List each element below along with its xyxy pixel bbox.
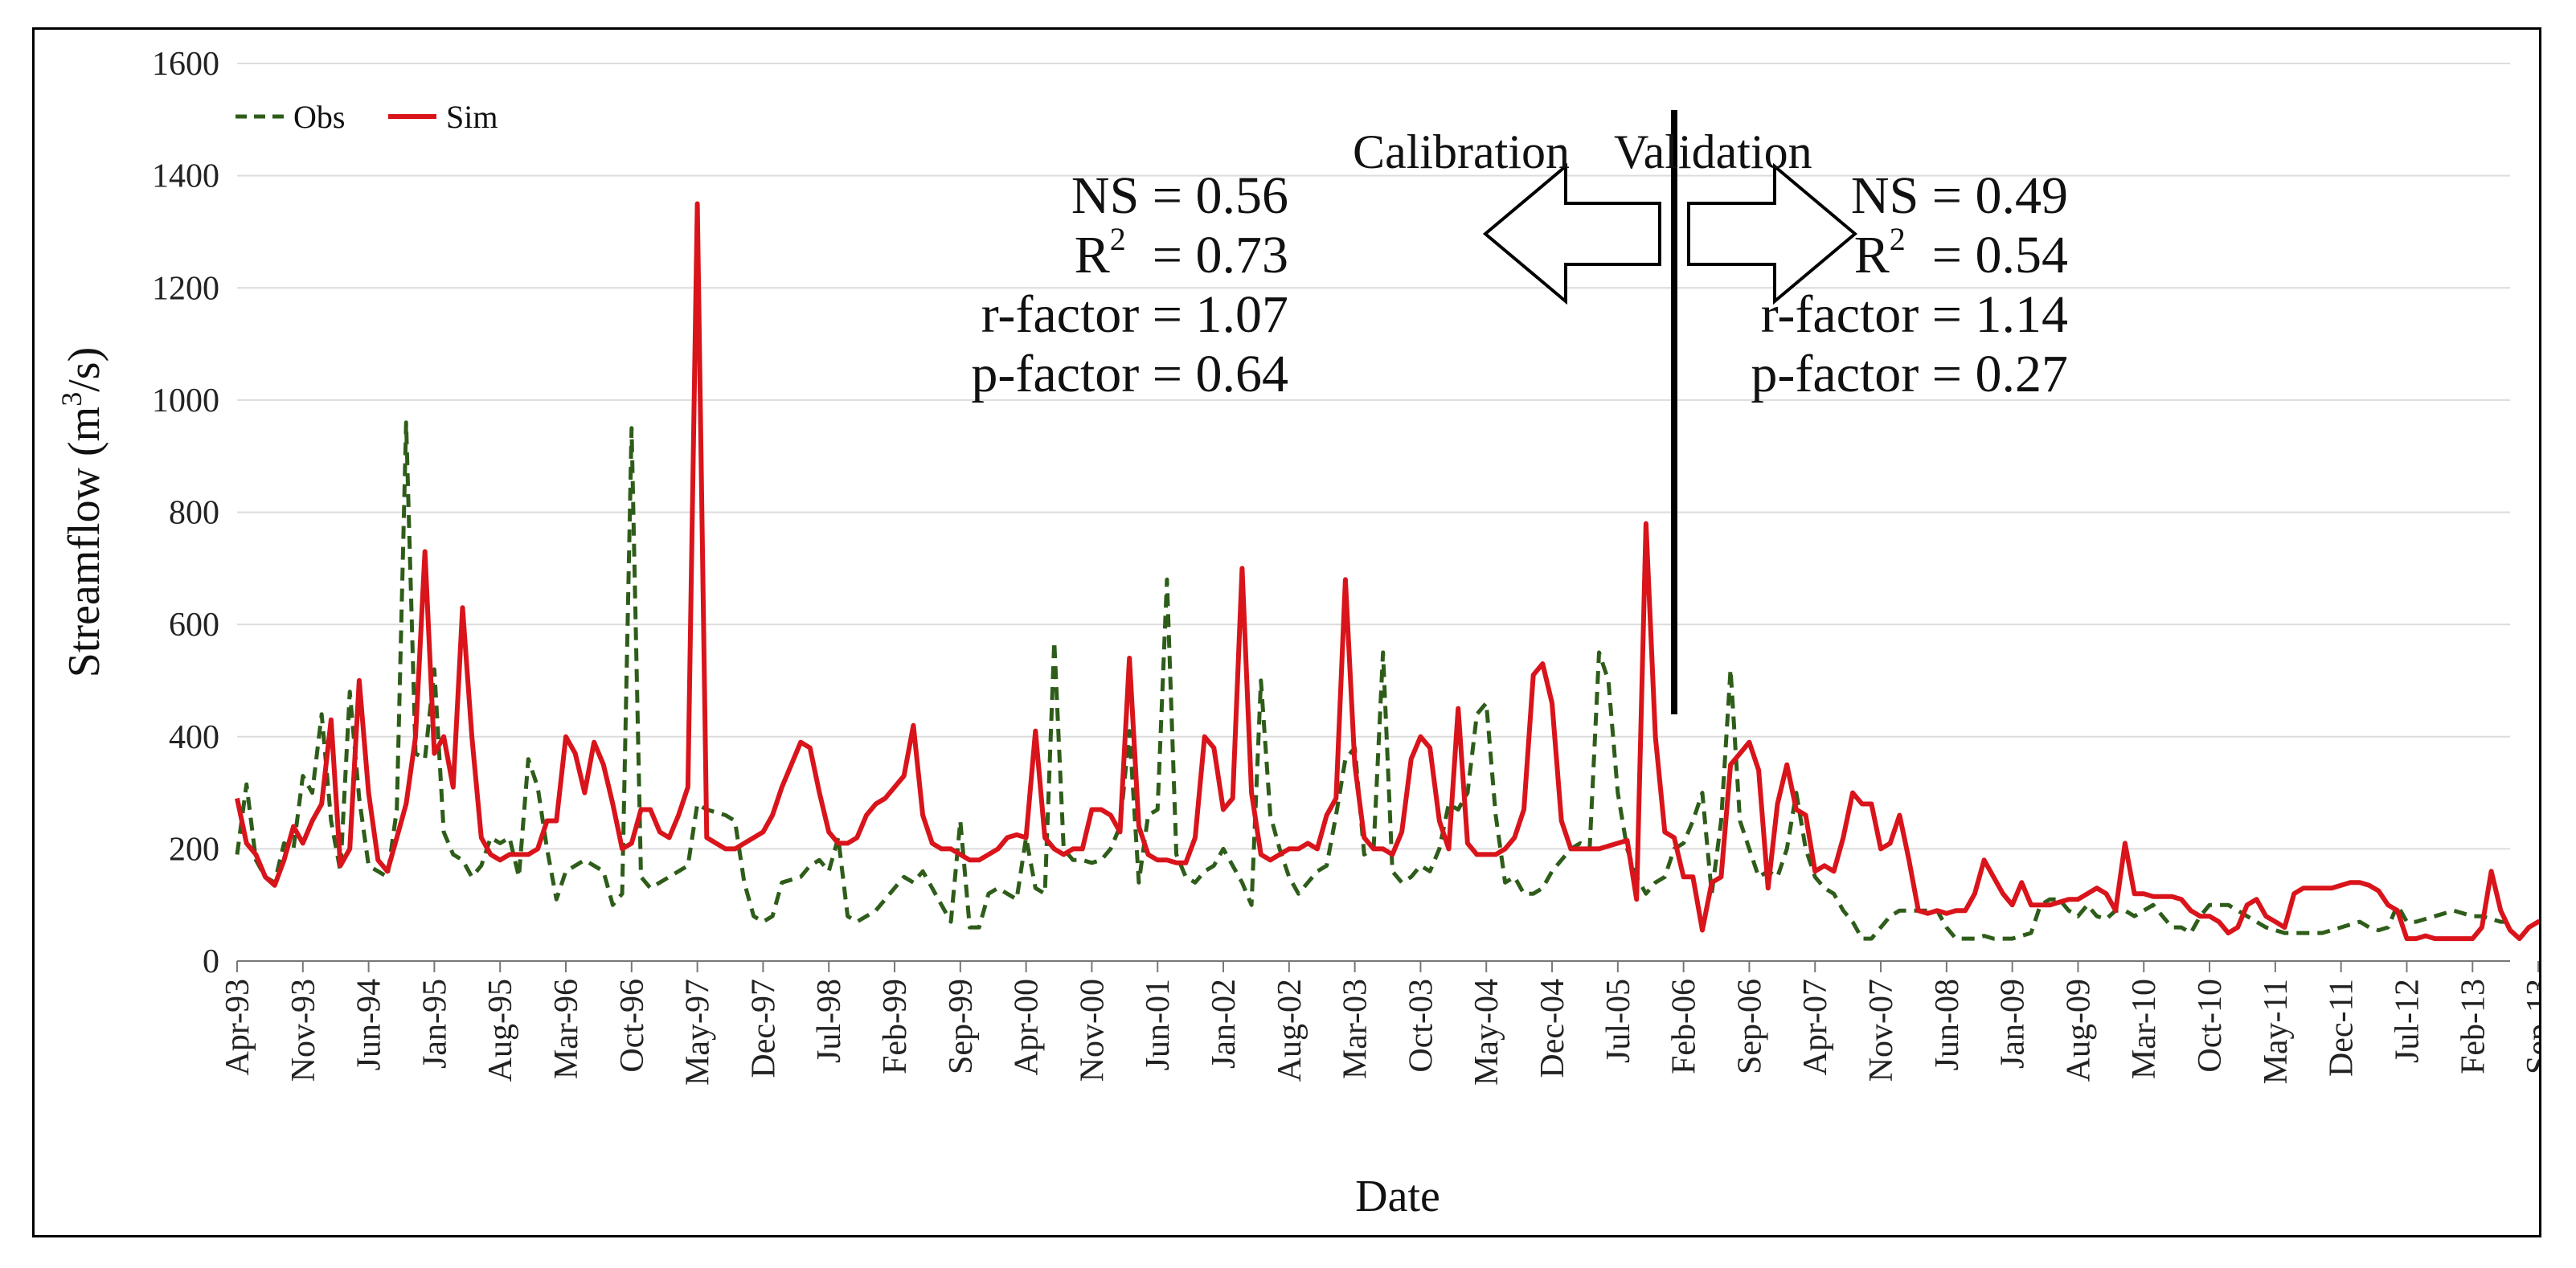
chart-frame: 0 200 400 600 800 1000 1200 1400 1600 Apr-93 Nov-… xyxy=(32,27,2541,1237)
x-tick-label: Jun-01 xyxy=(1140,979,1177,1070)
y-tick-label: 1400 xyxy=(152,158,219,195)
x-tick-label: Apr-93 xyxy=(219,979,256,1075)
x-tick-label: Dec-97 xyxy=(745,979,782,1078)
y-axis-title: Streamflow (m3/s) xyxy=(55,347,109,677)
val-r2-sup: 2 xyxy=(1890,221,1906,257)
y-tick-label: 1600 xyxy=(152,46,219,83)
legend: Obs Sim xyxy=(235,99,498,135)
y-tick-label: 1200 xyxy=(152,270,219,307)
x-tick-label: Jan-09 xyxy=(1995,979,2032,1069)
x-tick-label: Jul-12 xyxy=(2389,979,2426,1063)
x-tick-label: Nov-00 xyxy=(1074,979,1111,1082)
val-p-factor: p-factor = 0.27 xyxy=(1751,345,2068,403)
x-tick-label: Oct-10 xyxy=(2192,979,2229,1073)
validation-arrow xyxy=(1686,162,1858,305)
x-tick-label: Mar-03 xyxy=(1337,979,1374,1079)
cal-p-factor: p-factor = 0.64 xyxy=(971,345,1288,403)
x-tick-label: Mar-10 xyxy=(2126,979,2163,1079)
x-tick-label: May-97 xyxy=(680,979,717,1086)
x-tick-label: Dec-04 xyxy=(1534,979,1571,1078)
x-tick-label: Jul-05 xyxy=(1600,979,1637,1063)
x-tick-label: Mar-96 xyxy=(548,979,585,1079)
calibration-arrow-icon xyxy=(1482,162,1661,305)
x-tick-label: Feb-99 xyxy=(877,979,914,1074)
cal-ns: NS = 0.56 xyxy=(1071,166,1288,225)
validation-label: Validation xyxy=(1614,125,1812,178)
x-tick-label: Jun-08 xyxy=(1929,979,1966,1070)
x-tick-label: Apr-00 xyxy=(1009,979,1046,1075)
y-axis-title-sup: 3 xyxy=(55,392,88,407)
calibration-stats: NS = 0.56 R2 = 0.73 r-factor = 1.07 p-fa… xyxy=(971,166,1288,403)
y-tick-label: 0 xyxy=(203,943,219,980)
y-tick-label: 600 xyxy=(169,607,219,644)
x-tick-label: Oct-96 xyxy=(614,979,651,1073)
streamflow-chart: 0 200 400 600 800 1000 1200 1400 1600 Apr-93 Nov-… xyxy=(55,46,2539,1221)
x-tick-label: Jun-94 xyxy=(351,979,388,1070)
gridlines xyxy=(237,63,2510,962)
cal-r2-value: = 0.73 xyxy=(1126,226,1288,284)
cal-r2-label: R xyxy=(1075,226,1110,284)
x-tick-labels: Apr-93 Nov-93 Jun-94 Jan-95 Aug-95 Mar-96 Oct-… xyxy=(219,979,2539,1086)
x-tick-label: Dec-11 xyxy=(2324,979,2361,1077)
validation-stats: NS = 0.49 R2 = 0.54 r-factor = 1.14 p-fa… xyxy=(1751,166,2068,403)
validation-arrow-icon xyxy=(1686,162,1858,305)
x-tick-label: May-11 xyxy=(2258,979,2295,1084)
series-obs-line xyxy=(235,420,2510,941)
legend-sim-label: Sim xyxy=(446,99,498,135)
x-tick-label: May-04 xyxy=(1468,979,1505,1086)
x-tick-label: Feb-13 xyxy=(2455,979,2492,1074)
val-r2: R2 = 0.54 xyxy=(1854,221,2068,284)
legend-obs-label: Obs xyxy=(293,99,345,135)
x-tick-label: Feb-06 xyxy=(1666,979,1703,1074)
x-tick-label: Nov-93 xyxy=(285,979,322,1082)
y-axis-title-main: Streamflow (m xyxy=(59,407,109,677)
x-tick-label: Jan-02 xyxy=(1206,979,1243,1069)
cal-r-factor: r-factor = 1.07 xyxy=(981,285,1288,344)
series-sim-line xyxy=(235,201,2539,942)
x-tick-label: Aug-02 xyxy=(1272,979,1308,1082)
y-tick-label: 1000 xyxy=(152,382,219,419)
calibration-arrow xyxy=(1482,162,1661,305)
y-tick-label: 800 xyxy=(169,495,219,532)
x-tick-label: Sep-99 xyxy=(943,979,980,1074)
x-axis-title: Date xyxy=(1355,1172,1440,1221)
x-tick-label: Jan-95 xyxy=(416,979,453,1069)
x-tick-label: Apr-07 xyxy=(1797,979,1834,1075)
y-tick-label: 400 xyxy=(169,719,219,756)
x-tick-label: Jul-98 xyxy=(811,979,848,1063)
x-tick-label: Nov-07 xyxy=(1863,979,1900,1082)
x-tick-label: Sep-06 xyxy=(1731,979,1768,1074)
x-tick-marks xyxy=(236,961,2539,972)
cal-r2: R2 = 0.73 xyxy=(1075,221,1288,284)
cal-r2-sup: 2 xyxy=(1110,221,1126,257)
x-tick-label: Oct-03 xyxy=(1403,979,1440,1073)
x-tick-label: Aug-95 xyxy=(482,979,519,1082)
y-tick-labels: 0 200 400 600 800 1000 1200 1400 1600 xyxy=(152,46,219,980)
y-axis-title-tail: /s) xyxy=(59,347,109,392)
y-tick-label: 200 xyxy=(169,831,219,868)
val-r2-value: = 0.54 xyxy=(1906,226,2068,284)
val-r-factor: r-factor = 1.14 xyxy=(1761,285,2068,344)
x-tick-label: Sep-13 xyxy=(2521,979,2539,1074)
calibration-label: Calibration xyxy=(1353,125,1570,178)
x-tick-label: Aug-09 xyxy=(2060,979,2097,1082)
val-r2-label: R xyxy=(1854,226,1890,284)
val-ns: NS = 0.49 xyxy=(1851,166,2068,225)
